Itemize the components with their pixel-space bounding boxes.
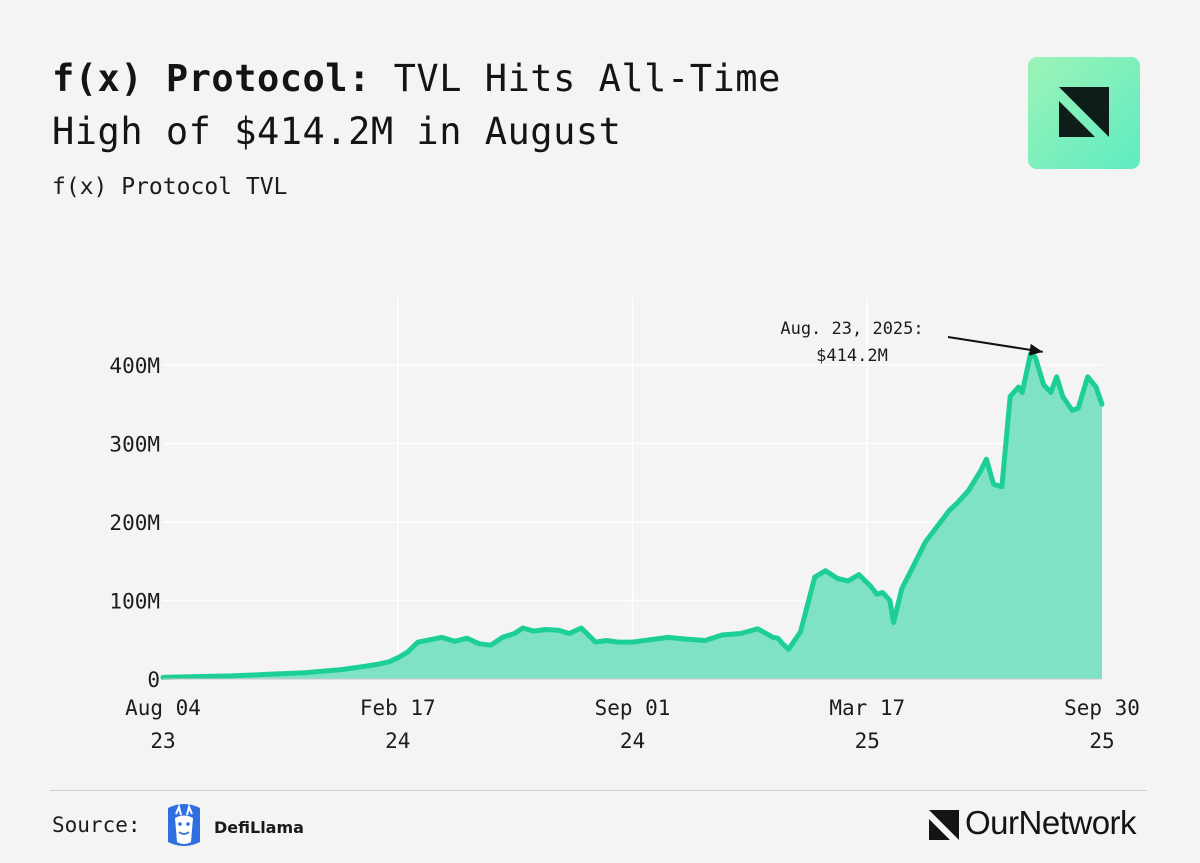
x-tick-year-label: 25 <box>1089 729 1114 753</box>
annotation-value-label: $414.2M <box>816 346 888 366</box>
annotation-date-label: Aug. 23, 2025: <box>780 319 923 339</box>
title-protocol-name: f(x) Protocol: <box>52 57 371 100</box>
page-title: f(x) Protocol: TVL Hits All-Time High of … <box>52 52 781 158</box>
defillama-logo-icon <box>168 803 200 846</box>
x-tick-label: Mar 17 <box>829 696 905 720</box>
ournetwork-logo-badge <box>1028 57 1140 169</box>
tvl-line <box>160 351 1105 680</box>
x-tick-label: Sep 01 <box>595 696 671 720</box>
source-label: Source: <box>52 813 141 837</box>
x-tick-label: Sep 30 <box>1064 696 1140 720</box>
x-tick-year-label: 23 <box>150 729 175 753</box>
annotation-arrow-shaft <box>947 336 1043 353</box>
x-tick-year-label: 24 <box>385 729 410 753</box>
x-tick-year-label: 25 <box>855 729 880 753</box>
annotation-arrowhead <box>1028 343 1043 356</box>
tvl-area-fill <box>163 353 1102 679</box>
footer-divider <box>50 790 1147 791</box>
y-tick-label: 200M <box>109 511 160 535</box>
y-tick-label: 400M <box>109 354 160 378</box>
title-headline-part1: TVL Hits All-Time <box>370 57 781 100</box>
x-tick-label: Feb 17 <box>360 696 436 720</box>
y-tick-label: 300M <box>109 433 160 457</box>
ournetwork-footer-mark-icon <box>929 810 959 840</box>
y-tick-label: 0 <box>147 668 160 692</box>
source-name: DefiLlama <box>214 818 304 837</box>
x-tick-year-label: 24 <box>620 729 645 753</box>
peak-annotation: Aug. 23, 2025: $414.2M <box>780 319 1043 366</box>
tvl-chart: 0 100M 200M 300M 400M Aug 04 23 Feb 17 24 Sep 01 2… <box>109 298 1140 753</box>
brand-name: OurNetwork <box>965 804 1137 841</box>
ournetwork-mark-icon <box>1059 87 1109 137</box>
y-tick-label: 100M <box>109 590 160 614</box>
title-headline-part2: High of $414.2M in August <box>52 110 622 153</box>
x-tick-label: Aug 04 <box>125 696 201 720</box>
chart-axes: 0 100M 200M 300M 400M Aug 04 23 Feb 17 24 Sep 01 2… <box>109 354 1140 753</box>
chart-subtitle: f(x) Protocol TVL <box>52 174 288 200</box>
